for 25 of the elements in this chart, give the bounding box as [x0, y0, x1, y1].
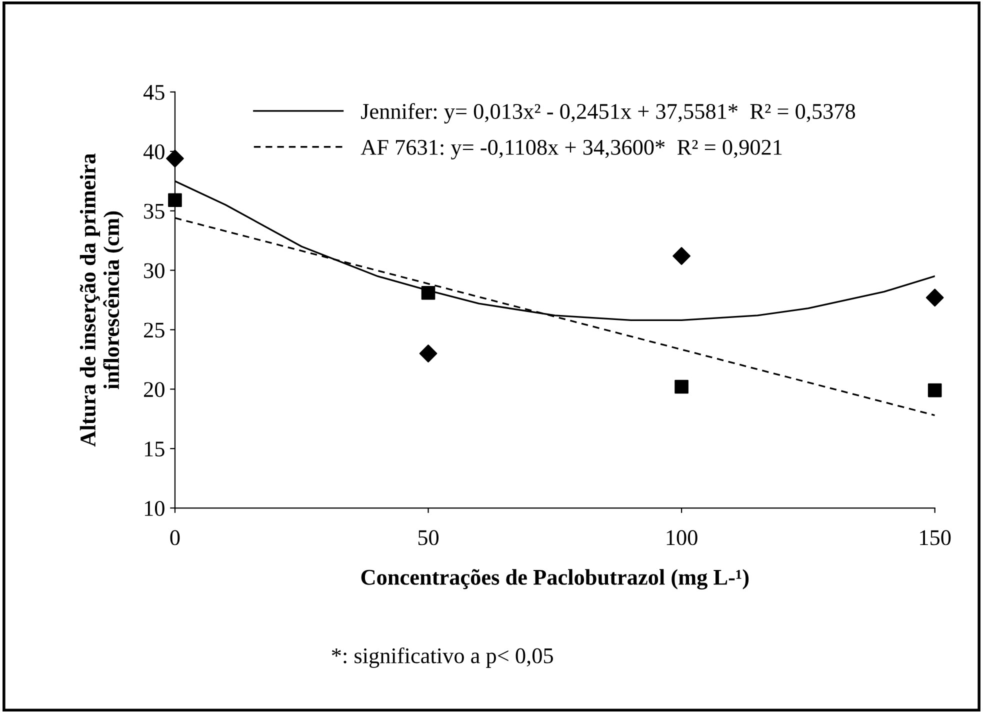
y-tick-label: 20 — [144, 382, 164, 398]
point — [672, 247, 690, 265]
y-tick-label: 45 — [143, 85, 164, 100]
point — [419, 344, 438, 362]
y-tick-label: 15 — [144, 442, 164, 457]
y-axis-title: Altura de inserção da primeira inflorescência (cm) — [80, 153, 124, 447]
point — [926, 288, 944, 307]
point — [421, 286, 436, 300]
point — [928, 383, 942, 398]
y-tick-label: 10 — [144, 500, 164, 516]
point — [166, 150, 184, 168]
point — [168, 193, 182, 208]
y-tick-label: 35 — [144, 204, 164, 219]
x-tick-label: 0 — [170, 530, 180, 546]
legend-label: Jennifer: y= 0,013x² - 0,2451x + 37,5581* R² = 0,5378 — [361, 103, 856, 124]
text: *: significativo a p< 0,05 — [332, 647, 553, 668]
legend-label: AF 7631: y= -0,1108x + 34,3600* R² = 0,9021 — [360, 140, 782, 160]
y-tick-label: 25 — [144, 322, 164, 338]
point — [674, 380, 688, 394]
x-axis-title: Concentrações de Paclobutrazol (mg L-¹) — [361, 569, 749, 590]
y-tick-label: 40 — [143, 144, 164, 160]
x-tick-label: 50 — [418, 530, 439, 546]
x-tick-label: 150 — [920, 530, 951, 546]
x-tick-label: 100 — [666, 530, 698, 546]
y-tick-label: 30 — [144, 263, 164, 278]
